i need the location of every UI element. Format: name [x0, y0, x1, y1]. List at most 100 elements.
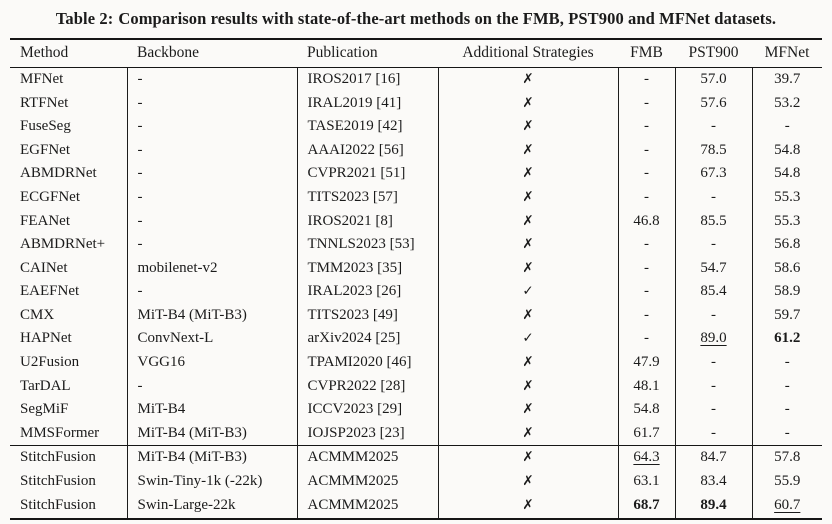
publication-cell: TPAMI2020 [46] [297, 350, 439, 375]
strategy-cell: ✗ [438, 138, 619, 163]
score-value: 63.1 [633, 473, 660, 490]
strategy-cell: ✗ [438, 493, 619, 519]
backbone-cell: mobilenet-v2 [127, 256, 298, 281]
score-value: 83.4 [700, 473, 727, 490]
score-value: - [644, 259, 649, 276]
cross-icon: ✗ [522, 165, 534, 182]
score-value: 61.2 [774, 330, 801, 347]
pst900-score-cell: 57.6 [675, 91, 753, 116]
cross-icon: ✗ [522, 424, 534, 441]
score-value: 57.8 [774, 449, 801, 466]
pst900-score-cell: - [675, 374, 753, 399]
table-row: EAEFNet - IRAL2023 [26] ✓ -85.4 58.9 [10, 280, 822, 304]
backbone-cell: MiT-B4 (MiT-B3) [127, 303, 298, 328]
score-value: 89.0 [700, 330, 727, 347]
cross-icon: ✗ [522, 401, 534, 418]
publication-cell: TITS2023 [49] [297, 303, 439, 328]
score-value: - [711, 118, 716, 135]
pst900-score-cell: - [675, 185, 753, 210]
score-value: 78.5 [700, 141, 727, 158]
pst900-score-cell: 89.0 [675, 327, 753, 351]
mfnet-score-cell: 54.8 [752, 139, 822, 163]
pst900-score-cell: 67.3 [675, 162, 753, 186]
score-value: - [644, 141, 649, 158]
mfnet-score-cell: 57.8 [752, 446, 822, 470]
column-header-pst900: PST900 [675, 39, 752, 68]
column-header-additional-strategies: Additional Strategies [438, 39, 618, 68]
backbone-cell: - [127, 91, 298, 116]
mfnet-score-cell: 58.9 [752, 280, 822, 304]
score-value: - [644, 283, 649, 300]
strategy-cell: ✗ [438, 303, 619, 328]
fmb-score-cell: 46.8 [618, 209, 676, 234]
backbone-cell: - [127, 138, 298, 163]
column-header-method: Method [10, 39, 127, 68]
table-header: Method Backbone Publication Additional S… [10, 39, 822, 68]
pst900-score-cell: - [675, 350, 753, 375]
score-value: 53.2 [774, 94, 801, 111]
cross-icon: ✗ [522, 71, 534, 88]
fmb-score-cell: - [618, 91, 676, 116]
publication-cell: CVPR2022 [28] [297, 374, 439, 399]
fmb-score-cell: - [618, 185, 676, 210]
table-row: ECGFNet - TITS2023 [57] ✗ - -55.3 [10, 185, 822, 210]
table-row: ABMDRNet - CVPR2021 [51] ✗ -67.3 54.8 [10, 162, 822, 186]
score-value: - [784, 377, 790, 394]
table-caption-text: Comparison results with state-of-the-art… [118, 9, 777, 28]
table-row: MMSFormer MiT-B4 (MiT-B3) IOJSP2023 [23] ✗ 6… [10, 421, 822, 446]
mfnet-score-cell: 61.2 [752, 327, 822, 351]
strategy-cell: ✗ [438, 398, 619, 422]
fmb-score-cell: - [618, 162, 676, 186]
publication-cell: ACMMM2025 [297, 470, 439, 494]
cross-icon: ✗ [522, 118, 534, 135]
method-cell: StitchFusion [10, 470, 128, 494]
score-value: - [784, 401, 790, 418]
fmb-score-cell: - [618, 303, 676, 328]
score-value: - [711, 236, 716, 253]
backbone-cell: VGG16 [127, 350, 298, 375]
fmb-score-cell: 47.9 [618, 350, 676, 375]
fmb-score-cell: - [618, 115, 676, 139]
fmb-score-cell: 48.1 [618, 374, 676, 399]
column-header-backbone: Backbone [127, 39, 297, 68]
table-row: RTFNet - IRAL2019 [41] ✗ -57.6 53.2 [10, 91, 822, 116]
table-caption: Table 2: Comparison results with state-of… [10, 9, 822, 29]
table-row: EGFNet - AAAI2022 [56] ✗ -78.5 54.8 [10, 138, 822, 163]
pst900-score-cell: 84.7 [675, 445, 753, 471]
publication-cell: AAAI2022 [56] [297, 138, 439, 163]
score-value: - [644, 306, 649, 323]
backbone-cell: MiT-B4 (MiT-B3) [127, 445, 298, 471]
score-value: - [644, 165, 649, 182]
mfnet-score-cell: 59.7 [752, 304, 822, 328]
strategy-cell: ✗ [438, 350, 619, 375]
pst900-score-cell: 85.4 [675, 280, 753, 304]
pst900-score-cell: - [675, 233, 753, 257]
method-cell: ABMDRNet [10, 162, 128, 186]
score-value: - [784, 354, 790, 371]
backbone-cell: - [127, 209, 298, 234]
strategy-cell: ✗ [438, 67, 619, 92]
score-value: 54.8 [774, 141, 801, 158]
mfnet-score-cell: 55.3 [752, 186, 822, 210]
backbone-cell: - [127, 185, 298, 210]
score-value: 54.8 [633, 401, 660, 418]
score-value: 68.7 [633, 497, 660, 513]
mfnet-score-cell: 55.9 [752, 470, 822, 494]
score-value: - [644, 188, 649, 205]
method-cell: U2Fusion [10, 350, 128, 375]
table-row: FuseSeg - TASE2019 [42] ✗ - - - [10, 115, 822, 139]
fmb-score-cell: 61.7 [618, 421, 676, 446]
table-row: CAINet mobilenet-v2 TMM2023 [35] ✗ - 54.7 58.6 [10, 256, 822, 281]
fmb-score-cell: - [618, 233, 676, 257]
publication-cell: IROS2017 [16] [297, 67, 439, 92]
pst900-score-cell: 85.5 [675, 209, 753, 234]
strategy-cell: ✗ [438, 445, 619, 471]
publication-cell: TASE2019 [42] [297, 115, 439, 139]
score-value: 39.7 [774, 71, 801, 88]
cross-icon: ✗ [522, 354, 534, 371]
score-value: 55.9 [774, 473, 801, 490]
score-value: 85.5 [700, 212, 727, 229]
cross-icon: ✗ [522, 259, 534, 276]
strategy-cell: ✗ [438, 374, 619, 399]
publication-cell: TITS2023 [57] [297, 185, 439, 210]
